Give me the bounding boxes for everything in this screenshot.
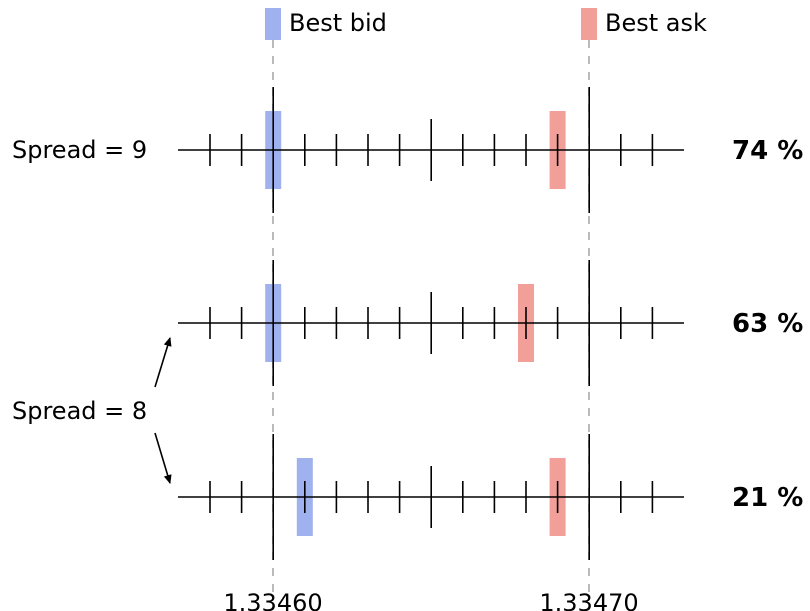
arrow-to-row3	[154, 432, 172, 484]
arrow-to-row2	[154, 337, 172, 388]
legend-bid-swatch	[265, 8, 281, 40]
price-label-right: 1.33470	[539, 589, 638, 611]
row-percentage: 74 %	[732, 136, 803, 166]
price-row-2: 63 %	[178, 260, 803, 386]
spread-8-label: Spread = 8	[12, 397, 147, 425]
legend-bid-label: Best bid	[289, 9, 387, 37]
legend: Best bid Best ask	[265, 8, 707, 40]
legend-ask-label: Best ask	[605, 9, 707, 37]
legend-ask-swatch	[581, 8, 597, 40]
row-percentage: 63 %	[732, 309, 803, 339]
row-percentage: 21 %	[732, 483, 803, 513]
spread-9-label: Spread = 9	[12, 136, 147, 164]
price-label-left: 1.33460	[223, 589, 322, 611]
price-level-rows: 74 % 63 % 21 %	[178, 87, 803, 560]
price-row-1: 74 %	[178, 87, 803, 213]
price-row-3: 21 %	[178, 434, 803, 560]
